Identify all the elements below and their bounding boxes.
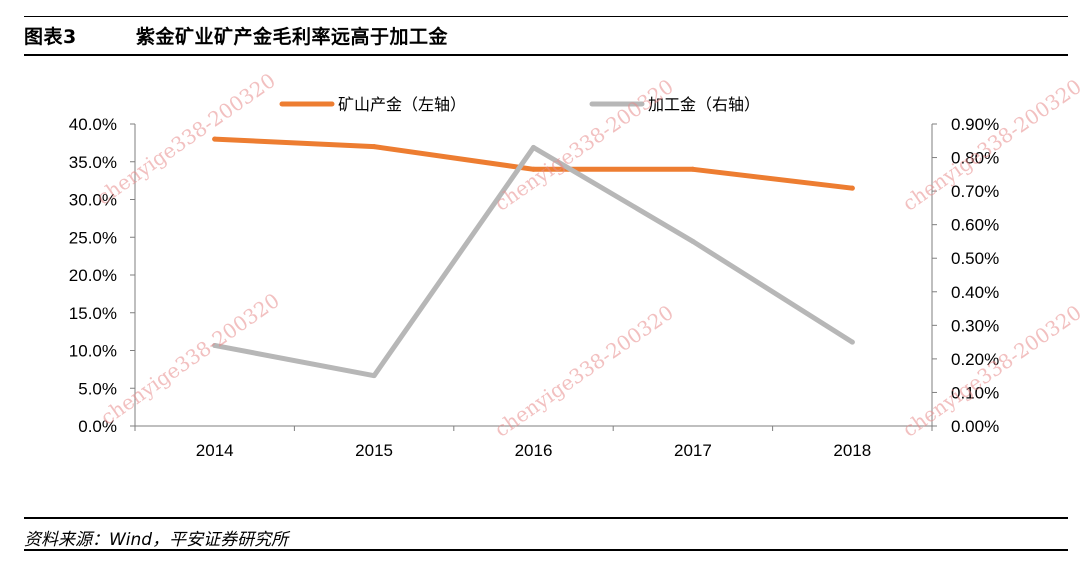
data-point [531,166,536,172]
data-point [690,166,696,172]
series-line-processed-gold [212,144,855,379]
right-axis-tick-label: 0.30% [951,316,999,335]
data-point [531,144,536,150]
title-rule [24,54,1068,56]
left-axis-tick-label: 5.0% [78,379,117,398]
data-point [849,185,855,191]
series-layer [212,136,855,379]
x-axis-tick-label: 2018 [833,441,871,460]
right-axis-tick-label: 0.80% [951,149,999,168]
data-point [371,144,377,150]
data-point [212,342,218,348]
bottom-rule [24,549,1068,551]
legend-label: 矿山产金（左轴） [338,95,466,114]
source-note: 资料来源：Wind，平安证券研究所 [24,530,289,550]
x-axis-tick-label: 2016 [515,441,553,460]
x-axis-tick-label: 2014 [196,441,234,460]
right-axis-tick-label: 0.90% [951,115,999,134]
left-axis-tick-label: 10.0% [69,342,117,361]
data-point [371,373,377,379]
left-axis-tick-label: 25.0% [69,228,117,247]
left-axis-tick-label: 35.0% [69,153,117,172]
right-axis-tick-label: 0.00% [951,417,999,436]
legend-label: 加工金（右轴） [648,95,760,114]
data-point [212,136,218,142]
source-rule [24,517,1068,519]
right-axis-tick-label: 0.70% [951,182,999,201]
x-axis-tick-label: 2015 [355,441,393,460]
right-axis-tick-label: 0.50% [951,249,999,268]
right-axis-tick-label: 0.40% [951,283,999,302]
figure-title: 紫金矿业矿产金毛利率远高于加工金 [136,26,449,48]
figure-label: 图表3 [24,26,77,48]
left-axis-tick-label: 40.0% [69,115,117,134]
axes-layer: 0.0% 5.0% 10.0% 15.0% 20.0% 25.0% 30.0% 35.0% 40… [69,115,999,460]
top-rule [24,16,1068,17]
left-axis-tick-label: 0.0% [78,417,117,436]
right-axis-tick-label: 0.60% [951,216,999,235]
left-axis-tick-label: 15.0% [69,304,117,323]
right-axis-tick-label: 0.20% [951,350,999,369]
data-point [849,339,855,345]
legend: 矿山产金（左轴） 加工金（右轴） [279,95,760,114]
data-point [690,238,696,244]
left-axis-tick-label: 30.0% [69,191,117,210]
right-axis-tick-label: 0.10% [951,383,999,402]
left-axis-tick-label: 20.0% [69,266,117,285]
x-axis-tick-label: 2017 [674,441,712,460]
